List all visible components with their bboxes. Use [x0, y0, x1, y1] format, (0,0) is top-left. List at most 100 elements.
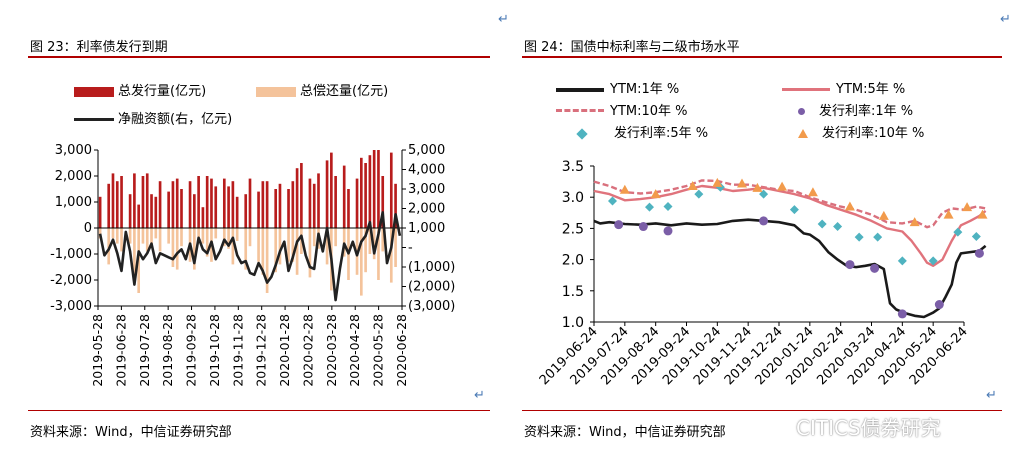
- issue-5y-point: [833, 222, 843, 232]
- issue-bar: [107, 183, 111, 228]
- repay-bar: [231, 228, 235, 265]
- issue-bar: [278, 183, 282, 228]
- issue-bar: [317, 173, 320, 228]
- issue-bar: [205, 176, 209, 228]
- issue-bar: [312, 183, 316, 228]
- issue-bar: [141, 176, 145, 228]
- repay-bar: [115, 228, 119, 244]
- repay-bar: [214, 228, 218, 239]
- right-source: 资料来源：Wind，中信证券研究部: [524, 425, 726, 440]
- issue-10y-point: [712, 177, 723, 187]
- repay-bar: [158, 228, 162, 252]
- issue-bar: [158, 181, 162, 228]
- issue-bar: [111, 173, 115, 228]
- repay-bar: [291, 228, 295, 262]
- legend-iss10-swatch: [798, 129, 808, 138]
- repay-bar: [308, 228, 312, 278]
- right-y-tick-label: 5,000: [408, 143, 445, 158]
- legend-issue-label: 总发行量(亿元): [118, 84, 207, 99]
- y-tick-label: 3.0: [562, 190, 584, 206]
- issue-bar: [287, 189, 290, 228]
- net-financing-line: [98, 211, 402, 302]
- legend-repay-label: 总偿还量(亿元): [300, 84, 389, 99]
- right-y-tick-label: (3,000): [408, 299, 455, 314]
- issue-bar: [347, 189, 350, 228]
- repay-bar: [201, 228, 205, 244]
- legend-repay-swatch: [256, 86, 296, 97]
- left-y-tick-label: 0: [84, 221, 92, 236]
- issue-bar: [389, 152, 393, 228]
- right-y-tick-label: 2,000: [408, 202, 445, 217]
- x-tick-label: 2019-06-28: [113, 314, 128, 387]
- right-figure: 图 24：国债中标利率与二级市场水平 YTM:1年 % YTM:5年 % YTM…: [512, 0, 1036, 468]
- issue-10y-point: [909, 217, 920, 227]
- legend-ytm5-swatch: [782, 88, 830, 91]
- right-chart: 3.53.02.52.01.51.02019-06-242019-07-2420…: [537, 159, 988, 388]
- issue-bar: [128, 194, 132, 228]
- x-tick-label: 2020-05-28: [371, 314, 386, 387]
- right-y-tick-label: (1,000): [408, 260, 455, 275]
- left-figure-title: 图 23：利率债发行到期: [30, 40, 168, 55]
- issue-1y-point: [638, 222, 648, 232]
- issue-1y-point: [974, 248, 984, 258]
- x-tick-label: 2020-04-28: [347, 314, 362, 387]
- repay-bar: [364, 228, 367, 273]
- issue-bar: [274, 189, 278, 228]
- y-tick-label: 1.5: [562, 284, 584, 300]
- issue-bar: [257, 191, 260, 228]
- issue-bar: [364, 163, 367, 228]
- repay-bar: [171, 228, 175, 267]
- legend-iss5: 发行利率:5年 %: [576, 122, 709, 141]
- repay-bar: [150, 228, 153, 247]
- issue-1y-point: [845, 260, 855, 270]
- repay-bar: [128, 228, 132, 244]
- issue-5y-point: [897, 256, 907, 266]
- issue-bar: [359, 157, 363, 228]
- right-y-tick-label: -: [408, 241, 413, 256]
- x-tick-label: 2019-05-28: [90, 314, 105, 387]
- legend-iss1-label: 发行利率:1年 %: [819, 104, 914, 119]
- right-y-tick-label: (2,000): [408, 280, 455, 295]
- issue-bar: [291, 181, 295, 228]
- left-y-tick-label: 1,000: [55, 195, 92, 210]
- x-tick-label: 2019-11-28: [230, 314, 245, 387]
- ytm-10y-line: [593, 179, 986, 229]
- issue-1y-point: [897, 309, 907, 319]
- legend-ytm5: YTM:5年 %: [782, 78, 905, 97]
- left-y-tick-label: -2,000: [50, 273, 92, 288]
- repay-bar: [342, 228, 346, 257]
- repay-bar: [325, 228, 329, 265]
- issue-10y-point: [650, 189, 661, 199]
- return-mark-2: ↵: [1000, 12, 1011, 27]
- repay-bar: [98, 228, 102, 239]
- issue-bar: [201, 207, 205, 228]
- left-y-tick-label: 2,000: [55, 169, 92, 184]
- legend-iss5-label: 发行利率:5年 %: [614, 126, 709, 141]
- repay-bar: [141, 228, 145, 244]
- issue-bar: [214, 186, 218, 228]
- left-y-tick-label: -1,000: [50, 247, 92, 262]
- issue-10y-point: [807, 187, 818, 197]
- issue-bar: [120, 176, 123, 228]
- issue-5y-point: [953, 227, 963, 237]
- left-source: 资料来源：Wind，中信证券研究部: [30, 425, 232, 440]
- issue-bar: [167, 191, 170, 228]
- legend-ytm1-label: YTM:1年 %: [610, 82, 680, 97]
- left-source-rule: [28, 410, 490, 411]
- y-tick-label: 2.0: [562, 253, 584, 269]
- repay-bar: [377, 228, 380, 280]
- issue-10y-point: [752, 182, 763, 192]
- issue-bar: [133, 173, 136, 228]
- legend-issue: 总发行量(亿元): [74, 80, 206, 99]
- issue-bar: [222, 178, 226, 228]
- issue-bar: [394, 183, 397, 228]
- legend-issue-swatch: [74, 86, 114, 97]
- x-tick-label: 2019-09-28: [184, 314, 199, 387]
- issue-5y-point: [694, 189, 704, 199]
- repay-bar: [334, 228, 337, 247]
- legend-ytm1: YTM:1年 %: [556, 78, 679, 97]
- issue-5y-point: [608, 196, 617, 206]
- x-tick-label: 2020-02-28: [300, 314, 315, 387]
- repay-bar: [197, 228, 200, 241]
- issue-10y-point: [962, 202, 973, 212]
